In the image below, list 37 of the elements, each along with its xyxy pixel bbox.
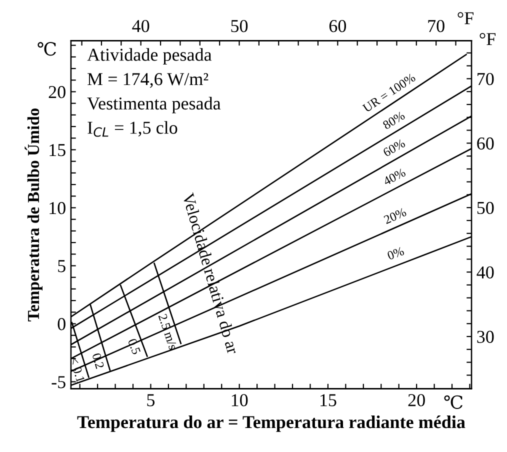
text: ℃	[38, 42, 56, 56]
text: 20%	[383, 208, 407, 224]
text: 0.2	[92, 352, 104, 369]
x2-tick-label: 70	[428, 20, 444, 32]
text: °F	[480, 33, 496, 46]
x-axis-title: Temperatura do ar = Temperatura radiante média	[77, 416, 466, 432]
y2-tick-label: 60	[477, 137, 494, 150]
text: UR = 100%	[362, 72, 416, 113]
x-tick-label: 10	[232, 394, 248, 406]
y-tick-label: 15	[50, 144, 66, 156]
annotation: Atividade pesada	[87, 48, 212, 65]
x-tick-label: 15	[320, 394, 336, 406]
annotation: Vestimenta pesada	[87, 96, 221, 114]
y2-tick-label: 30	[477, 330, 494, 343]
y2-tick-label: 50	[477, 202, 494, 214]
text: °F	[458, 12, 474, 24]
y-tick-label: 0	[58, 318, 66, 330]
text: 80%	[382, 111, 406, 130]
x-tick-label: 5	[147, 394, 155, 406]
text: 0%	[386, 246, 405, 260]
annotation: M = 174,6 W/m²	[88, 73, 208, 88]
text: 2.5 m/s	[158, 314, 178, 350]
text: 40%	[382, 168, 406, 186]
text: ℃	[444, 395, 463, 409]
x2-tick-label: 40	[132, 20, 150, 32]
x-tick-label: 20	[408, 394, 425, 406]
annotation: I$_{CL}$ = 1,5 clo	[88, 121, 178, 137]
x2-tick-label: 50	[231, 20, 248, 32]
y-tick-label: 20	[48, 86, 66, 98]
y2-tick-label: 70	[478, 72, 494, 86]
y-tick-label: 5	[58, 260, 66, 272]
y-tick-label: -5	[52, 376, 66, 388]
y-axis-title: Temperatura de Bulbo Úmido	[24, 108, 43, 322]
y2-tick-label: 40	[476, 266, 494, 279]
text: 60%	[382, 138, 406, 157]
x2-tick-label: 60	[329, 20, 346, 32]
y-tick-label: 10	[50, 202, 66, 214]
